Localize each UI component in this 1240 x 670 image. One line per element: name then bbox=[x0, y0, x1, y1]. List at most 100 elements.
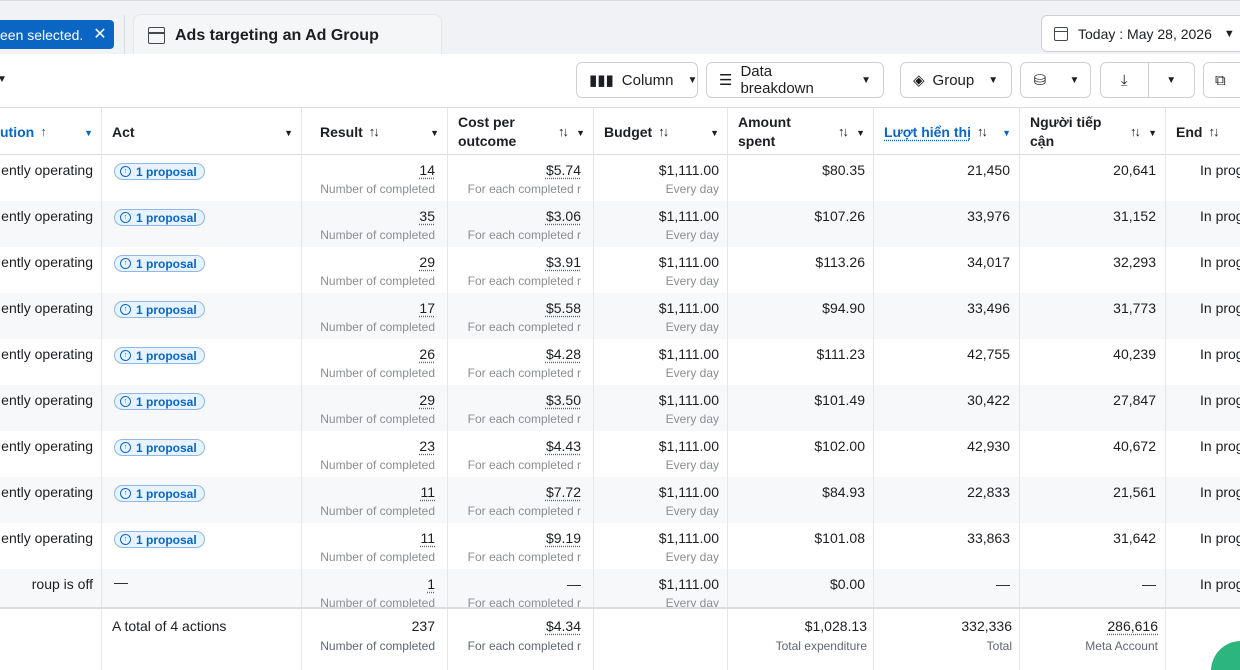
chevron-down-icon[interactable]: ▼ bbox=[284, 128, 293, 138]
chevron-down-icon[interactable]: ▼ bbox=[1148, 128, 1157, 138]
act-cell: ↑ 1 proposal bbox=[102, 385, 302, 431]
table-row[interactable]: ently operating ↑ 1 proposal 35 Number of co… bbox=[0, 201, 1240, 247]
export-button[interactable]: ⤓ ▼ bbox=[1100, 62, 1195, 98]
proposal-badge[interactable]: ↑ 1 proposal bbox=[114, 255, 205, 272]
budget-cell: $1,111.00 Every day bbox=[594, 293, 728, 339]
table-row[interactable]: ently operating ↑ 1 proposal 11 Number of co… bbox=[0, 477, 1240, 523]
act-cell: ↑ 1 proposal bbox=[102, 431, 302, 477]
chevron-down-icon[interactable]: ▼ bbox=[576, 128, 585, 138]
chevron-down-icon[interactable]: ▼ bbox=[1002, 128, 1011, 138]
proposal-badge[interactable]: ↑ 1 proposal bbox=[114, 301, 205, 318]
proposal-badge[interactable]: ↑ 1 proposal bbox=[114, 347, 205, 364]
chevron-down-icon: ▼ bbox=[861, 74, 871, 86]
act-cell: ↑ 1 proposal bbox=[102, 201, 302, 247]
chevron-down-icon[interactable]: ▼ bbox=[84, 128, 93, 138]
reach-cell: 20,641 bbox=[1020, 155, 1166, 201]
budget-cell: $1,111.00 Every day bbox=[594, 385, 728, 431]
status-cell: roup is off bbox=[0, 569, 102, 615]
column-button-label: Column bbox=[621, 71, 674, 89]
columns-icon: ▮▮▮ bbox=[589, 72, 614, 89]
table-row[interactable]: ently operating ↑ 1 proposal 23 Number of co… bbox=[0, 431, 1240, 477]
close-icon[interactable]: ✕ bbox=[93, 25, 107, 43]
selection-chip[interactable]: een selected. ✕ bbox=[0, 20, 114, 49]
reach-cell: 40,672 bbox=[1020, 431, 1166, 477]
status-cell: ently operating bbox=[0, 201, 102, 247]
table-row[interactable]: ently operating ↑ 1 proposal 14 Number of co… bbox=[0, 155, 1240, 201]
status-cell: ently operating bbox=[0, 247, 102, 293]
column-header-amount-spent[interactable]: Amount spent ↑↓ ▼ bbox=[728, 108, 874, 155]
sort-icon: ↑↓ bbox=[1130, 124, 1141, 139]
chevron-down-icon[interactable]: ▼ bbox=[856, 128, 865, 138]
tab-ads[interactable]: Ads targeting an Ad Group bbox=[133, 14, 442, 56]
cost-cell: $5.74 For each completed r bbox=[448, 155, 594, 201]
sort-icon: ↑↓ bbox=[976, 124, 988, 139]
spent-cell: $102.00 bbox=[728, 431, 874, 477]
sort-icon: ↑↓ bbox=[558, 124, 569, 139]
download-icon[interactable]: ⤓ bbox=[1120, 71, 1128, 89]
cost-cell: $3.91 For each completed r bbox=[448, 247, 594, 293]
proposal-badge[interactable]: ↑ 1 proposal bbox=[114, 531, 205, 548]
chevron-down-icon: ▼ bbox=[1223, 27, 1235, 40]
selection-chip-label: een selected. bbox=[0, 26, 84, 43]
totals-status-cell bbox=[0, 609, 102, 670]
cost-cell: $3.06 For each completed r bbox=[448, 201, 594, 247]
table-row[interactable]: ently operating ↑ 1 proposal 29 Number of co… bbox=[0, 385, 1240, 431]
budget-cell: $1,111.00 Every day bbox=[594, 155, 728, 201]
chevron-down-icon[interactable]: ▼ bbox=[1166, 74, 1177, 86]
group-button[interactable]: ◈ Group ▼ bbox=[900, 62, 1012, 98]
end-cell: In prog bbox=[1200, 254, 1240, 270]
proposal-badge[interactable]: ↑ 1 proposal bbox=[114, 393, 205, 410]
impressions-cell: 34,017 bbox=[874, 247, 1020, 293]
reach-cell: 32,293 bbox=[1020, 247, 1166, 293]
column-header-result[interactable]: Result ↑↓ ▼ bbox=[302, 108, 448, 155]
layers-icon: ◈ bbox=[913, 72, 925, 89]
end-cell: In prog bbox=[1200, 208, 1240, 224]
column-header-budget[interactable]: Budget ↑↓ ▼ bbox=[594, 108, 728, 155]
spent-cell: $80.35 bbox=[728, 155, 874, 201]
table-body: ently operating ↑ 1 proposal 14 Number of co… bbox=[0, 155, 1240, 615]
proposal-badge[interactable]: ↑ 1 proposal bbox=[114, 485, 205, 502]
column-header-status[interactable]: ution ↑ ▼ bbox=[0, 108, 102, 155]
column-header-impressions[interactable]: Lượt hiển thị ↑↓ ▼ bbox=[874, 108, 1020, 155]
calendar-icon bbox=[1054, 26, 1068, 41]
spent-cell: $113.26 bbox=[728, 247, 874, 293]
proposal-badge[interactable]: ↑ 1 proposal bbox=[114, 209, 205, 226]
column-header-cost-per-outcome[interactable]: Cost per outcome ↑↓ ▼ bbox=[448, 108, 594, 155]
reach-cell: 31,642 bbox=[1020, 523, 1166, 569]
act-cell: ↑ 1 proposal bbox=[102, 247, 302, 293]
result-cell: 14 Number of completed bbox=[302, 155, 448, 201]
act-cell: ↑ 1 proposal bbox=[102, 477, 302, 523]
data-breakdown-button[interactable]: ☰ Data breakdown ▼ bbox=[706, 62, 884, 98]
chevron-down-icon: ▼ bbox=[1069, 74, 1080, 86]
result-cell: 26 Number of completed bbox=[302, 339, 448, 385]
column-button[interactable]: ▮▮▮ Column ▼ bbox=[576, 62, 698, 98]
table-row[interactable]: ently operating ↑ 1 proposal 17 Number of co… bbox=[0, 293, 1240, 339]
chart-button[interactable]: ⧉ bbox=[1203, 62, 1240, 98]
spent-cell: $94.90 bbox=[728, 293, 874, 339]
status-cell: ently operating bbox=[0, 293, 102, 339]
column-header-reach[interactable]: Người tiếp cận ↑↓ ▼ bbox=[1020, 108, 1166, 155]
database-button[interactable]: ⛁ ▼ bbox=[1020, 62, 1091, 98]
cost-cell: $5.58 For each completed r bbox=[448, 293, 594, 339]
column-header-act[interactable]: Act ▼ bbox=[102, 108, 302, 155]
table-row[interactable]: ently operating ↑ 1 proposal 29 Number of co… bbox=[0, 247, 1240, 293]
chevron-down-icon[interactable]: ▼ bbox=[710, 128, 719, 138]
impressions-cell: 30,422 bbox=[874, 385, 1020, 431]
sort-up-icon: ↑ bbox=[40, 124, 47, 139]
proposal-badge[interactable]: ↑ 1 proposal bbox=[114, 439, 205, 456]
proposal-badge[interactable]: ↑ 1 proposal bbox=[114, 163, 205, 180]
spent-cell: $107.26 bbox=[728, 201, 874, 247]
date-range-button[interactable]: Today : May 28, 2026 ▼ bbox=[1041, 15, 1240, 52]
status-cell: ently operating bbox=[0, 477, 102, 523]
chevron-down-icon[interactable]: ▼ bbox=[430, 128, 439, 138]
end-cell: In prog bbox=[1200, 300, 1240, 316]
spent-cell: $111.23 bbox=[728, 339, 874, 385]
end-cell: In prog bbox=[1200, 530, 1240, 546]
spent-cell: $101.49 bbox=[728, 385, 874, 431]
table-row[interactable]: ently operating ↑ 1 proposal 11 Number of co… bbox=[0, 523, 1240, 569]
chevron-down-icon[interactable]: ▼ bbox=[0, 74, 7, 85]
spent-cell: $84.93 bbox=[728, 477, 874, 523]
arrow-up-circle-icon: ↑ bbox=[120, 258, 131, 269]
table-row[interactable]: ently operating ↑ 1 proposal 26 Number of co… bbox=[0, 339, 1240, 385]
column-header-end[interactable]: End ↑↓ bbox=[1176, 123, 1219, 140]
